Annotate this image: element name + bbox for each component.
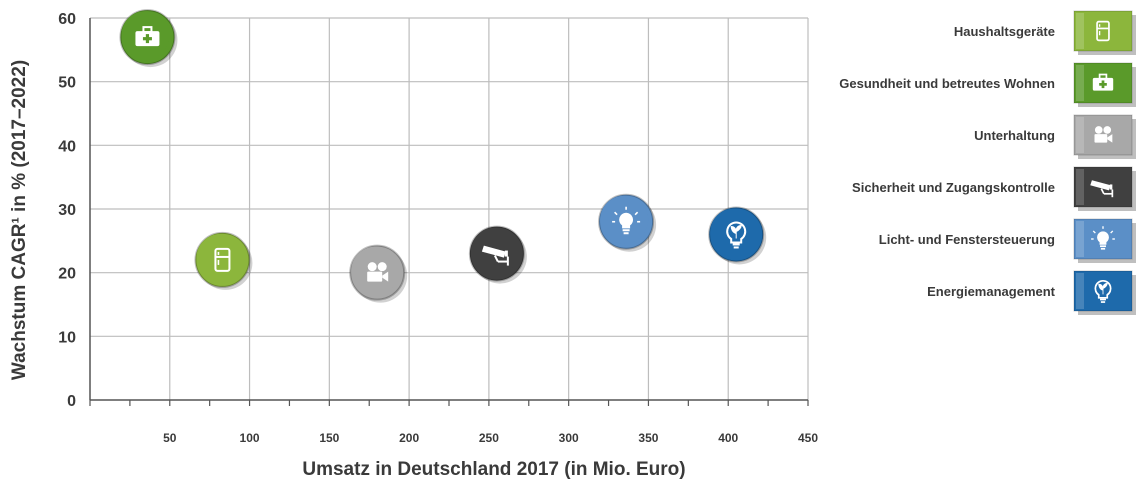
y-tick-label: 60 [58,11,76,28]
y-tick-label: 20 [58,266,76,283]
data-point [119,9,178,68]
y-tick-labels: 0 10 20 30 40 50 60 [58,11,76,410]
y-tick-label: 0 [67,393,76,410]
legend-label: Gesundheit und betreutes Wohnen [839,76,1055,91]
y-tick-label: 50 [58,75,76,92]
x-tick-label: 400 [718,431,738,445]
x-tick-label: 250 [479,431,499,445]
legend-item: Licht- und Fenstersteuerung [879,218,1136,263]
y-tick-label: 40 [58,138,76,155]
x-axis-title: Umsatz in Deutschland 2017 (in Mio. Euro… [302,459,685,480]
axes [89,18,809,406]
x-tick-label: 150 [319,431,339,445]
data-point [194,231,253,290]
x-tick-label: 50 [163,431,177,445]
data-points [119,9,767,303]
x-tick-label: 100 [240,431,260,445]
data-point [468,225,527,284]
x-tick-labels: 50 100 150 200 250 300 350 400 450 [163,431,818,445]
y-tick-label: 30 [58,202,76,219]
x-tick-label: 450 [798,431,818,445]
x-tick-label: 300 [559,431,579,445]
legend: Haushaltsgeräte Gesundheit und betreutes … [839,10,1136,315]
x-tick-label: 200 [399,431,419,445]
legend-label: Licht- und Fenstersteuerung [879,232,1055,247]
legend-item: Sicherheit und Zugangskontrolle [852,166,1136,211]
legend-label: Energiemanagement [927,284,1056,299]
data-point [708,206,767,265]
data-point [598,193,657,252]
legend-item: Haushaltsgeräte [954,10,1136,55]
data-point [349,244,408,303]
legend-item: Unterhaltung [974,114,1136,159]
x-tick-label: 350 [638,431,658,445]
legend-label: Sicherheit und Zugangskontrolle [852,180,1055,195]
grid-lines [90,17,809,400]
legend-item: Gesundheit und betreutes Wohnen [839,62,1136,107]
legend-item: Energiemanagement [927,270,1136,315]
y-tick-label: 10 [58,329,76,346]
legend-label: Unterhaltung [974,128,1055,143]
y-axis-title: Wachstum CAGR¹ in % (2017–2022) [9,60,30,380]
legend-label: Haushaltsgeräte [954,24,1055,39]
